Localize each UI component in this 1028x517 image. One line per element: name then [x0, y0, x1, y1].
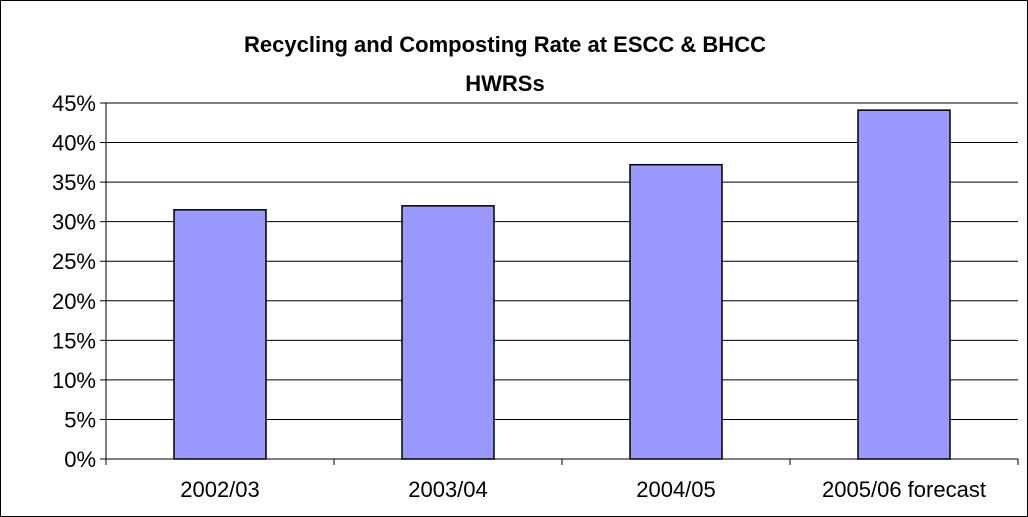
y-tick-label: 30% — [52, 210, 96, 235]
y-tick-label: 25% — [52, 249, 96, 274]
y-tick-label: 20% — [52, 289, 96, 314]
x-tick-label: 2002/03 — [180, 477, 260, 502]
y-tick-label: 45% — [52, 91, 96, 116]
bar — [173, 209, 267, 460]
x-tick-label: 2003/04 — [408, 477, 488, 502]
y-tick-label: 10% — [52, 368, 96, 393]
y-tick-labels: 0% 5% 10% 15% 20% 25% 30% 35% 40% 45% — [52, 91, 96, 472]
y-tick-label: 5% — [64, 407, 96, 432]
y-tick-label: 0% — [64, 447, 96, 472]
x-tick-label: 2005/06 forecast — [822, 477, 986, 502]
bar — [857, 109, 951, 460]
bar — [401, 205, 495, 460]
bars — [173, 109, 951, 460]
x-tick-labels: 2002/03 2003/04 2004/05 2005/06 forecast — [180, 477, 986, 502]
axes — [100, 102, 1019, 465]
x-tick-label: 2004/05 — [636, 477, 716, 502]
y-tick-label: 35% — [52, 170, 96, 195]
chart-title: Recycling and Composting Rate at ESCC & … — [244, 32, 766, 96]
bar — [629, 163, 723, 460]
chart-title-line-1: Recycling and Composting Rate at ESCC & … — [244, 32, 766, 57]
chart-title-line-2: HWRSs — [465, 71, 544, 96]
y-tick-label: 15% — [52, 328, 96, 353]
y-tick-label: 40% — [52, 131, 96, 156]
